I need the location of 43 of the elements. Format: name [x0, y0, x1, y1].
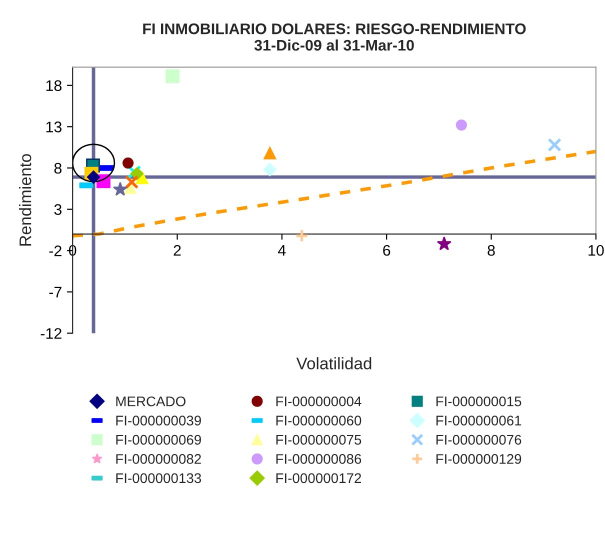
point	[294, 228, 309, 243]
legend-label: FI-000000082	[116, 454, 201, 464]
y-axis-title: Rendimiento	[19, 154, 32, 246]
legend-label: FI-000000004	[276, 396, 362, 406]
point	[436, 236, 452, 250]
y-tick-label: -12	[40, 328, 62, 339]
legend-label: FI-000000061	[436, 416, 522, 426]
y-tick-label: 8	[54, 162, 62, 174]
legend-label: MERCADO	[116, 396, 186, 406]
point	[130, 167, 144, 180]
x-tick-label: 8	[488, 244, 495, 256]
x-tick-label: 4	[278, 245, 286, 256]
legend-label: FI-000000015	[436, 396, 522, 406]
point	[122, 157, 134, 169]
point	[127, 165, 142, 180]
x-tick-label: 2	[174, 244, 181, 256]
point	[548, 138, 562, 152]
y-tick-label: 18	[46, 80, 62, 92]
x-axis-title: Volatilidad	[296, 357, 372, 370]
legend-label: FI-000000075	[276, 434, 362, 445]
point	[124, 175, 139, 189]
legend-label: FI-000000060	[276, 416, 362, 426]
x-tick-label: 6	[383, 244, 390, 256]
legend-label: FI-000000086	[276, 454, 362, 464]
y-tick-label: -7	[49, 286, 62, 298]
legend-label: FI-000000076	[436, 434, 522, 445]
y-tick-label: 3	[54, 204, 62, 215]
point	[86, 170, 100, 184]
legend-label: FI-000000039	[116, 416, 201, 426]
point	[264, 146, 276, 160]
legend-label: FI-000000172	[276, 473, 362, 484]
legend-label: FI-000000129	[436, 454, 522, 464]
chart-title: FI INMOBILIARIO DOLARES: RIESGO-RENDIMIENTO 31-Dic-09 al 31-Mar-10	[143, 23, 526, 51]
x-tick-label: 10	[588, 244, 604, 256]
legend-label: FI-000000133	[116, 473, 202, 484]
point	[263, 163, 276, 176]
y-tick-label: 13	[46, 122, 62, 132]
point	[456, 119, 467, 131]
point	[112, 182, 128, 196]
line-series	[72, 150, 596, 238]
y-tick-label: -2	[49, 245, 62, 256]
point	[166, 69, 180, 84]
legend-label: FI-000000069	[116, 434, 201, 445]
